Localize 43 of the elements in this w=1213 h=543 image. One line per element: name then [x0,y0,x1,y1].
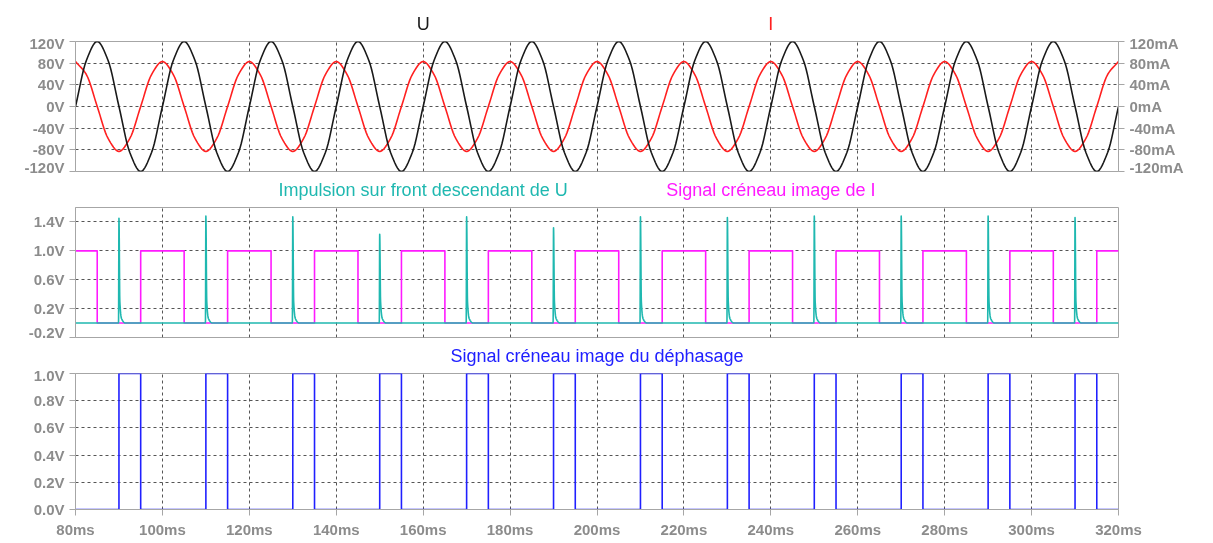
x-tick-label: 160ms [399,520,447,538]
y-tick-label: 80V [37,54,65,72]
y2-tick-label: 0mA [1129,98,1163,115]
y-tick-label: -0.2V [28,323,65,341]
series-label: Impulsion sur front descendant de U [278,180,568,200]
y-tick-label: 120V [29,34,65,52]
y-tick-label: 0.8V [33,392,65,410]
y-tick-label: 0.6V [33,419,65,437]
y2-tick-label: 120mA [1129,34,1179,52]
series-label: I [768,13,774,34]
y-tick-label: 1.4V [33,213,65,231]
x-tick-label: 120ms [225,520,273,538]
x-tick-label: 180ms [486,520,534,538]
y2-tick-label: -120mA [1129,158,1184,176]
y2-tick-label: -80mA [1129,141,1176,159]
y-tick-label: -80V [32,141,65,159]
x-tick-label: 280ms [921,520,969,538]
y2-tick-label: 40mA [1129,76,1171,94]
x-tick-label: 320ms [1095,520,1142,538]
x-tick-label: 100ms [139,520,186,538]
y-tick-label: 1.0V [33,242,65,260]
x-tick-label: 80ms [56,520,95,538]
series-label: U [416,13,430,34]
y-tick-label: 0.0V [33,501,65,518]
x-tick-label: 220ms [660,520,708,538]
y-tick-label: 0.2V [33,300,65,318]
y-tick-label: 0V [46,98,65,115]
x-tick-label: 200ms [573,520,621,538]
x-tick-label: 300ms [1008,520,1055,538]
x-tick-label: 140ms [312,520,360,538]
y-tick-label: 1.0V [33,366,65,384]
x-tick-label: 260ms [834,520,882,538]
y-tick-label: 0.2V [33,473,65,491]
y2-tick-label: 80mA [1129,54,1171,72]
y2-tick-label: -40mA [1129,119,1176,137]
y-tick-label: 0.6V [33,271,65,289]
y-tick-label: 40V [37,76,65,94]
text: Signal créneau image de I [666,180,876,200]
x-tick-label: 240ms [747,520,795,538]
y-tick-label: -120V [24,158,65,176]
y-tick-label: -40V [32,119,65,137]
y-tick-label: 0.4V [33,446,65,464]
series-label: Signal créneau image du déphasage [450,345,744,366]
